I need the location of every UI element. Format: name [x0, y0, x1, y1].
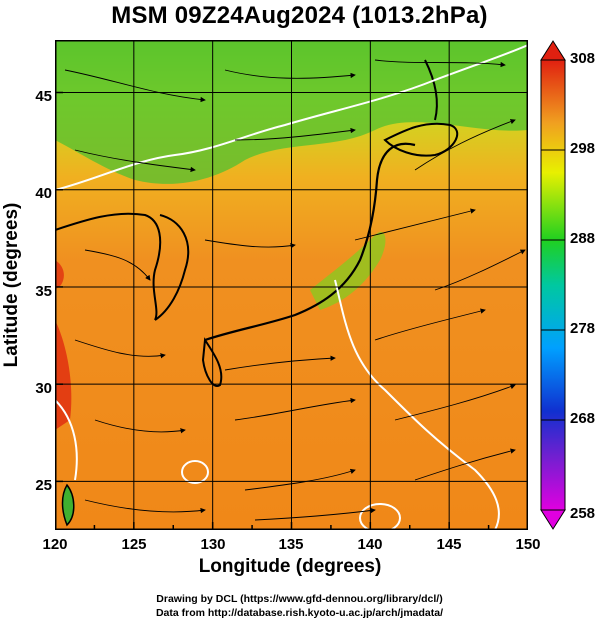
- coastline-hokkaido: [383, 122, 459, 157]
- y-axis-label: Latitude (degrees): [1, 202, 22, 368]
- tick-marks: [55, 91, 490, 530]
- colorbar-tick-label: 298: [570, 140, 596, 157]
- isotherm-1: [55, 44, 528, 191]
- credits: Drawing by DCL (https://www.gfd-dennou.o…: [0, 592, 599, 620]
- colorbar-tick-label: 258: [570, 505, 596, 522]
- x-tick-label: 125: [121, 536, 147, 553]
- x-axis-label: Longitude (degrees): [198, 556, 382, 577]
- coastline-kyushu: [201, 337, 223, 387]
- coastline-japan: [204, 142, 416, 342]
- x-tick-label: 145: [436, 536, 462, 553]
- colorbar-tick-label: 308: [570, 50, 596, 67]
- coastline-taiwan: [61, 483, 75, 527]
- y-tick-label: 30: [35, 380, 52, 397]
- coastline-sakhalin: [424, 59, 438, 121]
- credits-data: Data from http://database.rish.kyoto-u.a…: [155, 607, 444, 619]
- warm-region-west: [55, 320, 72, 430]
- colorbar-tick-label: 268: [570, 410, 596, 427]
- colorbar-bottom-triangle: [540, 509, 566, 530]
- warm-region-korea: [55, 260, 64, 290]
- colorbar-top-triangle: [540, 40, 566, 61]
- isotherm-3: [55, 399, 78, 481]
- map-title: MSM 09Z24Aug2024 (1013.2hPa): [111, 2, 488, 29]
- colorbar: [540, 40, 566, 530]
- credits-drawing: Drawing by DCL (https://www.gfd-dennou.o…: [156, 593, 443, 605]
- x-tick-label: 135: [278, 536, 304, 553]
- cool-region-honshu: [310, 231, 386, 310]
- isotherm-2: [334, 279, 500, 530]
- grid-lines: [55, 40, 528, 530]
- y-tick-label: 40: [35, 185, 52, 202]
- coastline-korea: [154, 214, 190, 321]
- x-tick-label: 150: [515, 536, 541, 553]
- y-tick-label: 35: [35, 283, 52, 300]
- temperature-map: [55, 40, 528, 530]
- isotherm-ring-southeast: [359, 503, 401, 530]
- colorbar-tick-label: 278: [570, 320, 596, 337]
- x-tick-label: 140: [357, 536, 383, 553]
- isotherm-ring-south: [181, 460, 209, 484]
- coastline-mainland: [55, 212, 162, 321]
- y-tick-label: 45: [35, 88, 52, 105]
- colorbar-body: [540, 59, 566, 511]
- x-tick-label: 130: [200, 536, 226, 553]
- streamlines: [64, 59, 526, 521]
- y-tick-label: 25: [35, 477, 52, 494]
- x-tick-label: 120: [42, 536, 68, 553]
- colorbar-tick-label: 288: [570, 230, 596, 247]
